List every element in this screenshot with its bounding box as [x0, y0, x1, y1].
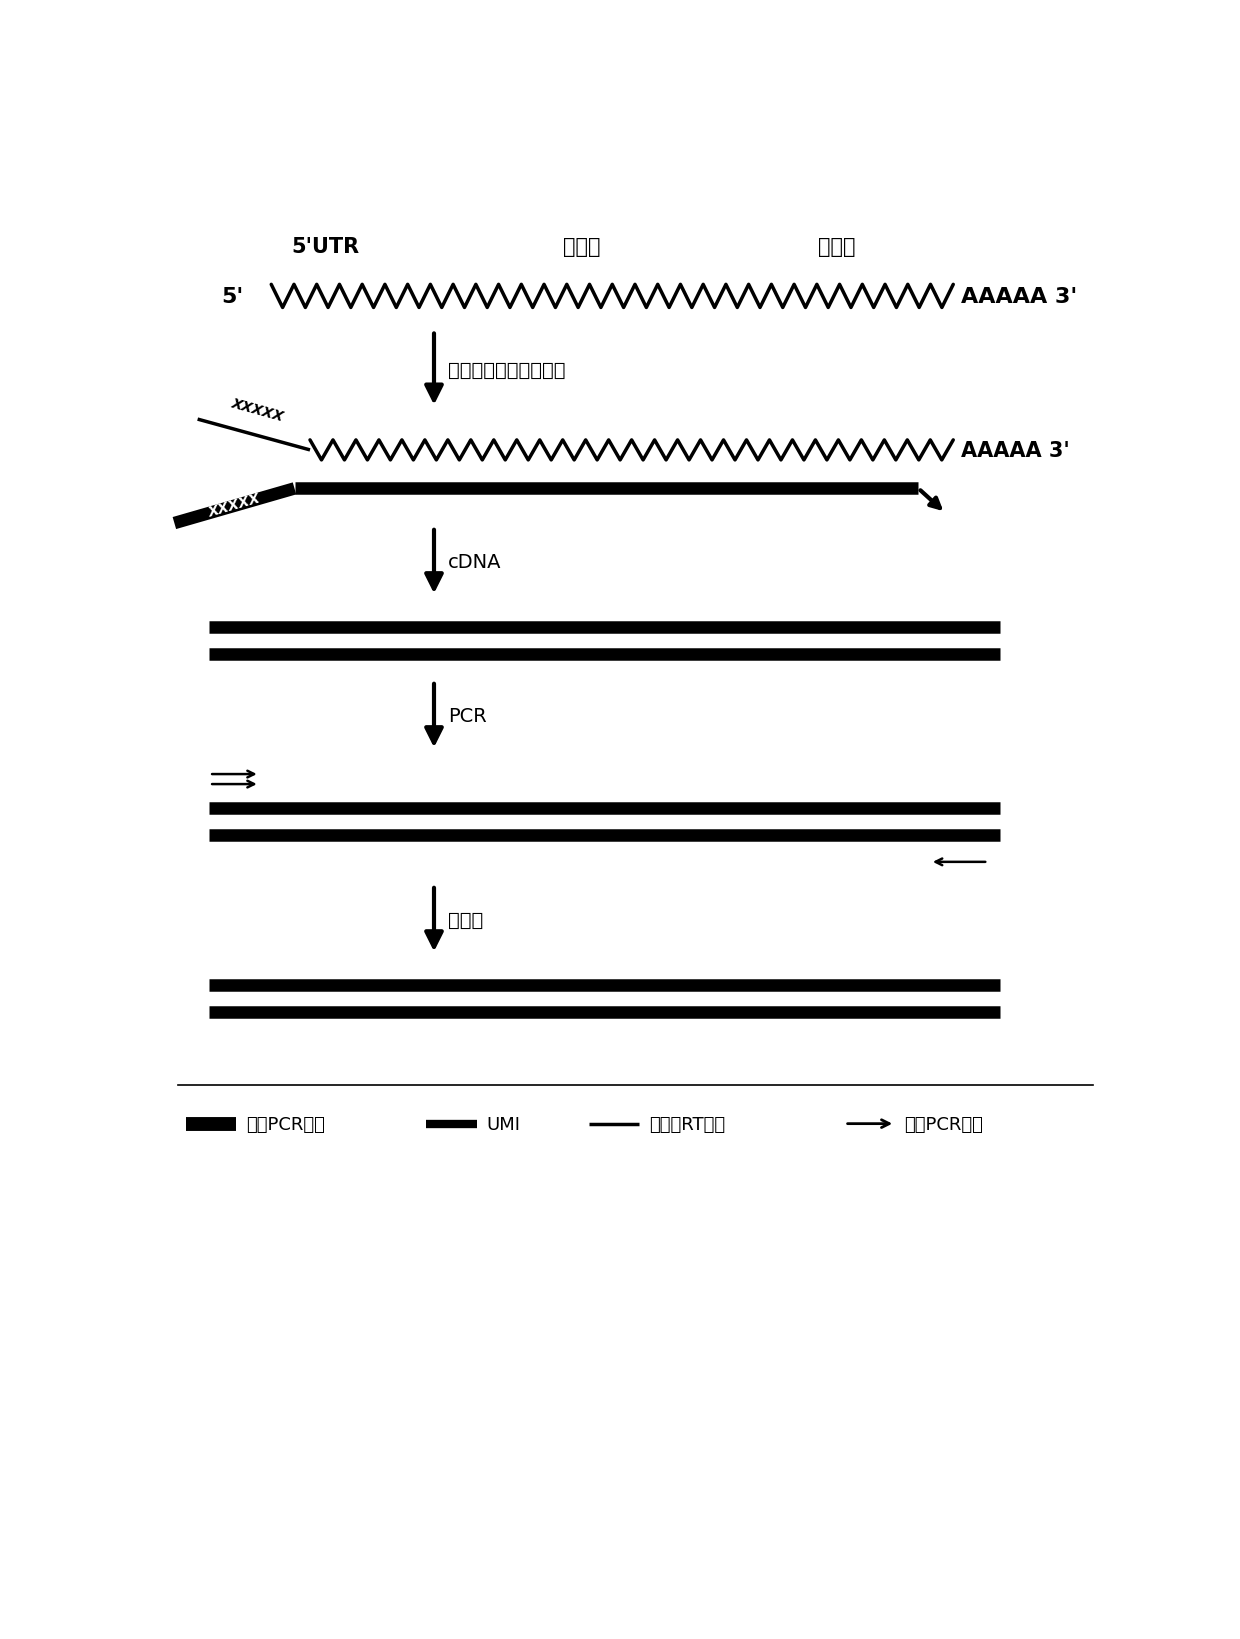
Text: cDNA: cDNA [448, 552, 501, 572]
Text: 恒定区: 恒定区 [818, 236, 856, 257]
Text: 5': 5' [222, 287, 243, 306]
Text: XXXXX: XXXXX [229, 397, 285, 425]
Text: UMI: UMI [486, 1115, 520, 1133]
Text: 特异逆转录与模板置换: 特异逆转录与模板置换 [448, 361, 565, 379]
Text: 上游PCR引物: 上游PCR引物 [246, 1115, 325, 1133]
Text: 可变区: 可变区 [563, 236, 600, 257]
Text: 特异性RT引物: 特异性RT引物 [649, 1115, 725, 1133]
Text: AAAAA 3': AAAAA 3' [961, 287, 1078, 306]
Text: XXXXX: XXXXX [207, 490, 262, 520]
Text: 5'UTR: 5'UTR [291, 236, 360, 257]
Text: PCR: PCR [448, 706, 486, 726]
Text: 下游PCR引物: 下游PCR引物 [904, 1115, 983, 1133]
Text: 终产物: 终产物 [448, 911, 484, 929]
Text: AAAAA 3': AAAAA 3' [961, 441, 1070, 461]
